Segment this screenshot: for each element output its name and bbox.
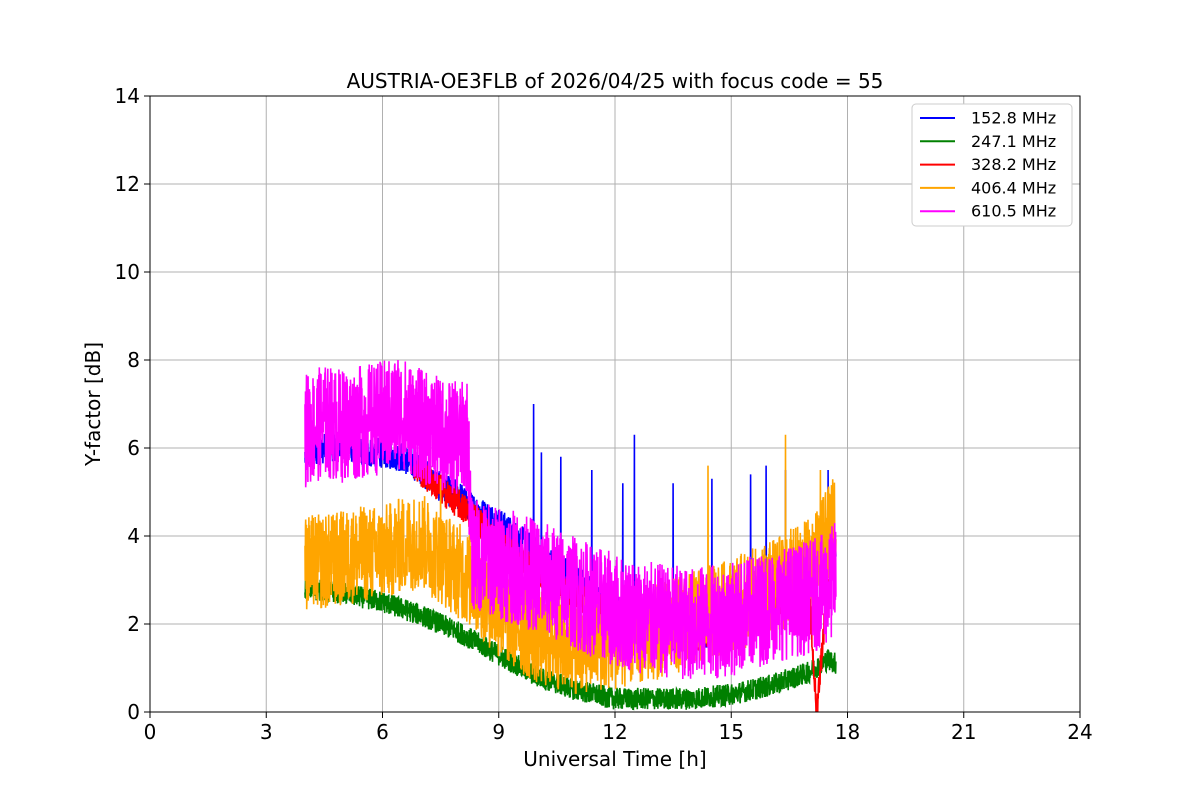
legend: 152.8 MHz 247.1 MHz 328.2 MHz 406.4 MHz 610.… — [911, 103, 1073, 227]
x-ticks: 0 3 6 9 12 15 18 21 24 — [144, 712, 1093, 744]
y-tick-label: 6 — [127, 436, 140, 460]
series-line — [304, 579, 837, 711]
y-tick-label: 8 — [127, 348, 140, 372]
y-tick-label: 2 — [127, 612, 140, 636]
y-axis-label: Y-factor [dB] — [81, 342, 105, 467]
x-tick-label: 21 — [951, 720, 976, 744]
y-tick-label: 12 — [115, 172, 140, 196]
x-tick-label: 18 — [835, 720, 860, 744]
y-ticks: 0 2 4 6 8 10 12 14 — [115, 84, 150, 724]
x-tick-label: 24 — [1067, 720, 1092, 744]
series-group — [304, 359, 837, 712]
x-tick-label: 0 — [144, 720, 157, 744]
x-tick-label: 9 — [492, 720, 505, 744]
x-tick-label: 12 — [602, 720, 627, 744]
legend-label: 406.4 MHz — [971, 178, 1056, 197]
series-247-1-mhz — [304, 579, 837, 711]
y-tick-label: 14 — [115, 84, 140, 108]
x-tick-label: 6 — [376, 720, 389, 744]
legend-box — [911, 103, 1073, 227]
x-axis-label: Universal Time [h] — [523, 747, 706, 771]
x-tick-label: 3 — [260, 720, 273, 744]
legend-label: 247.1 MHz — [971, 132, 1056, 151]
y-tick-label: 10 — [115, 260, 140, 284]
y-tick-label: 0 — [127, 700, 140, 724]
chart-title: AUSTRIA-OE3FLB of 2026/04/25 with focus … — [347, 69, 884, 93]
legend-label: 328.2 MHz — [971, 155, 1056, 174]
legend-label: 152.8 MHz — [971, 109, 1056, 128]
x-tick-label: 15 — [719, 720, 744, 744]
series-line — [304, 359, 837, 680]
y-tick-label: 4 — [127, 524, 140, 548]
legend-label: 610.5 MHz — [971, 202, 1056, 221]
series-610-5-mhz — [304, 359, 837, 680]
